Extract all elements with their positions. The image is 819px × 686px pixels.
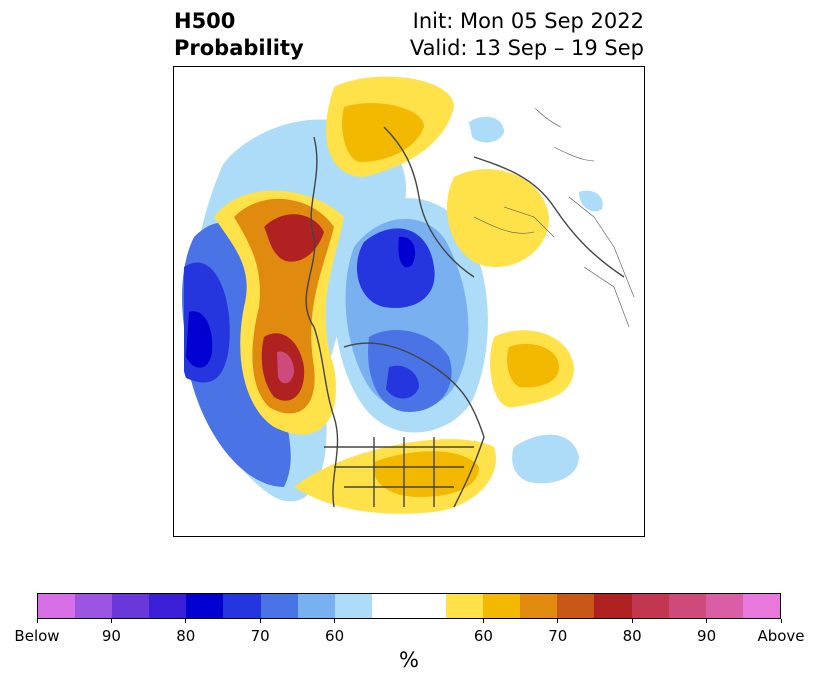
colorbar-segment xyxy=(594,594,632,618)
atlantic-blue xyxy=(512,434,579,484)
colorbar-tick-label: 60 xyxy=(325,627,345,645)
colorbar-tick-label: 60 xyxy=(473,627,493,645)
colorbar-tick-mark xyxy=(557,619,559,623)
colorbar-segment xyxy=(408,594,447,618)
colorbar-tick-mark xyxy=(110,619,112,623)
colorbar-segment xyxy=(668,594,706,618)
colorbar-tick-mark xyxy=(36,619,38,623)
colorbar-tick-mark xyxy=(482,619,484,623)
colorbar xyxy=(37,593,781,619)
eastern-us-ridge-70 xyxy=(373,451,479,497)
colorbar-unit-label: % xyxy=(399,648,419,672)
colorbar-tick-label: 90 xyxy=(697,627,717,645)
map-canvas xyxy=(182,76,635,514)
colorbar-segment xyxy=(631,594,669,618)
polar-low-inner xyxy=(356,228,435,308)
siberia-blue-blob xyxy=(579,190,603,212)
colorbar-segment xyxy=(557,594,595,618)
canada-low-core xyxy=(386,365,419,399)
colorbar-segment xyxy=(260,594,298,618)
colorbar-segment xyxy=(446,594,484,618)
probability-map xyxy=(173,66,645,537)
north-ridge-70 xyxy=(342,103,424,162)
colorbar-segment xyxy=(483,594,521,618)
colorbar-segment xyxy=(223,594,261,618)
russia-ridge xyxy=(446,169,549,267)
colorbar-segment xyxy=(186,594,224,618)
atlantic-ridge-70 xyxy=(507,343,559,388)
colorbar-tick-label: 80 xyxy=(176,627,196,645)
colorbar-segment xyxy=(297,594,335,618)
title-variable: H500 xyxy=(174,9,236,33)
map-dates: Init: Mon 05 Sep 2022 Valid: 13 Sep – 19… xyxy=(410,8,644,62)
below-90-region xyxy=(186,311,213,368)
colorbar-segment xyxy=(38,594,76,618)
colorbar-tick-mark xyxy=(780,619,782,623)
valid-range: Valid: 13 Sep – 19 Sep xyxy=(409,36,644,60)
colorbar-segment xyxy=(112,594,150,618)
colorbar-tick-label: 70 xyxy=(548,627,568,645)
colorbar-segment xyxy=(334,594,372,618)
coastlines xyxy=(305,126,625,508)
west-ridge-south-90 xyxy=(277,351,294,384)
colorbar-segment xyxy=(149,594,187,618)
title-product: Probability xyxy=(174,36,304,60)
colorbar-tick-label: Below xyxy=(14,627,60,645)
colorbar-segment xyxy=(371,594,409,618)
colorbar-tick-label: 90 xyxy=(101,627,121,645)
init-date: Init: Mon 05 Sep 2022 xyxy=(412,9,644,33)
colorbar-tick-mark xyxy=(706,619,708,623)
colorbar-tick-label: Above xyxy=(757,627,805,645)
west-ridge-80 xyxy=(264,214,324,262)
colorbar-tick-mark xyxy=(631,619,633,623)
map-title: H500 Probability xyxy=(174,8,304,62)
colorbar-segment xyxy=(742,594,780,618)
colorbar-segment xyxy=(75,594,113,618)
colorbar-tick-mark xyxy=(185,619,187,623)
colorbar-tick-mark xyxy=(334,619,336,623)
colorbar-tick-label: 70 xyxy=(250,627,270,645)
colorbar-segment xyxy=(705,594,743,618)
colorbar-tick-label: 80 xyxy=(622,627,642,645)
colorbar-tick-mark xyxy=(259,619,261,623)
arctic-blue-blob xyxy=(469,116,504,143)
polar-low-core xyxy=(398,236,416,268)
colorbar-segment xyxy=(520,594,558,618)
